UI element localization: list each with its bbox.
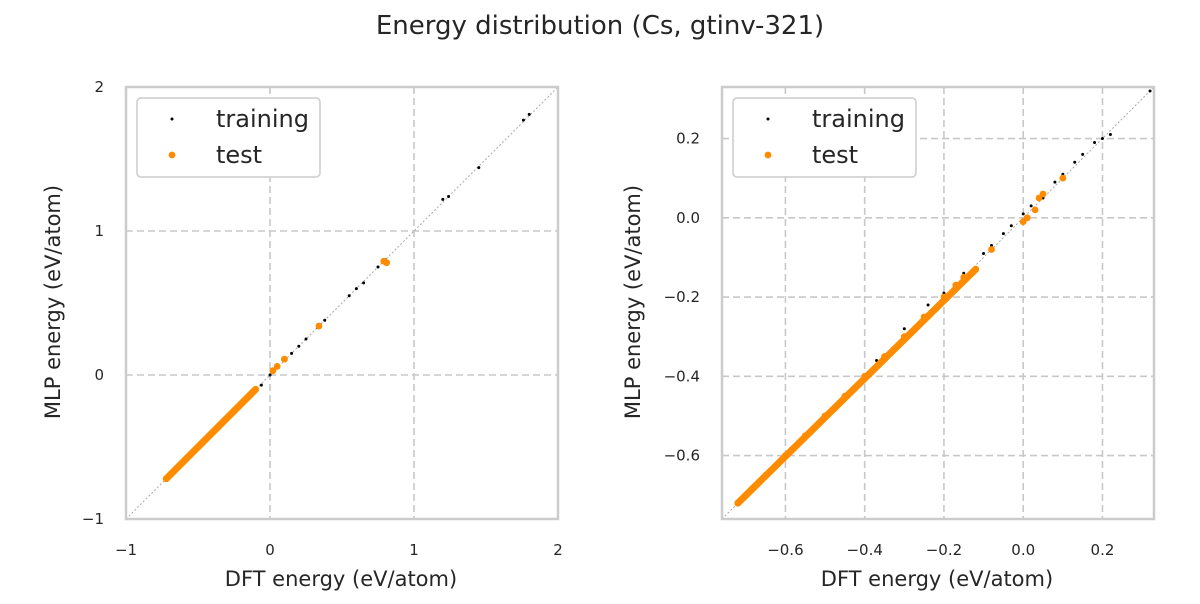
left-training-point <box>527 112 531 116</box>
right-training-point <box>1009 224 1013 228</box>
right-scatter-panel: DFT energy (eV/atom) MLP energy (eV/atom… <box>621 85 1156 591</box>
right-test-point <box>1039 190 1047 198</box>
right-test-point <box>988 246 995 253</box>
left-x-tick-label: 0 <box>265 541 275 559</box>
right-test-point <box>1023 214 1031 222</box>
right-legend: training test <box>732 97 917 178</box>
right-test-point <box>1059 174 1067 182</box>
left-test-point <box>273 362 281 370</box>
right-test-dense-band <box>734 265 980 507</box>
left-training-point <box>297 344 301 348</box>
right-x-axis-label: DFT energy (eV/atom) <box>821 567 1053 591</box>
right-axes-frame <box>720 85 1156 521</box>
right-x-tick-label: 0.0 <box>1011 541 1035 559</box>
right-training-point <box>1053 180 1057 184</box>
left-x-tick-label: 1 <box>409 541 419 559</box>
left-axes-frame <box>124 85 560 521</box>
left-training-point <box>304 337 308 341</box>
left-y-axis-label: MLP energy (eV/atom) <box>41 185 65 419</box>
right-y-tick-label: 0.0 <box>676 209 700 227</box>
left-legend-marker-test <box>168 151 176 159</box>
left-training-point <box>362 281 366 285</box>
right-legend-marker-test <box>764 151 772 159</box>
right-x-tick-label: −0.2 <box>926 541 962 559</box>
right-y-tick-label: −0.6 <box>664 447 700 465</box>
right-legend-label-test: test <box>812 141 858 169</box>
left-x-tick-label: 2 <box>553 541 563 559</box>
right-legend-label-training: training <box>812 105 905 133</box>
right-legend-marker-training <box>766 117 770 121</box>
figure-title: Energy distribution (Cs, gtinv-321) <box>376 11 824 41</box>
right-x-tick-label: −0.4 <box>846 541 882 559</box>
right-training-point <box>982 251 986 255</box>
right-training-point <box>1108 133 1112 137</box>
right-training-point <box>1021 212 1025 216</box>
left-legend-box <box>136 97 321 178</box>
right-y-tick-label: −0.2 <box>664 288 700 306</box>
right-training-point <box>926 303 930 307</box>
right-training-point <box>1148 89 1152 93</box>
left-training-point <box>447 194 451 198</box>
right-x-tick-label: 0.2 <box>1091 541 1115 559</box>
left-training-point <box>347 294 351 298</box>
left-test-dense-band <box>162 385 260 483</box>
right-test-point <box>1031 206 1039 214</box>
left-training-point <box>268 373 272 377</box>
left-legend-label-training: training <box>216 105 309 133</box>
left-test-point <box>383 259 391 267</box>
left-training-point <box>354 287 358 291</box>
left-training-point <box>441 197 445 201</box>
right-training-point <box>1100 137 1104 141</box>
right-training-point <box>1073 160 1077 164</box>
left-test-point <box>269 367 277 375</box>
right-y-axis-label: MLP energy (eV/atom) <box>621 185 645 419</box>
left-y-tick-label: 0 <box>94 366 104 384</box>
right-legend-box <box>732 97 917 178</box>
left-test-point <box>315 322 323 330</box>
left-y-tick-label: 2 <box>94 78 104 96</box>
left-legend: training test <box>136 97 321 178</box>
right-training-point <box>1081 152 1085 156</box>
left-x-tick-label: −1 <box>115 541 137 559</box>
left-test-point <box>281 355 288 363</box>
left-training-point <box>290 351 294 355</box>
right-training-point <box>902 327 906 331</box>
left-training-point <box>259 383 263 387</box>
left-legend-label-test: test <box>216 141 262 169</box>
left-training-point <box>323 318 327 322</box>
right-y-tick-label: −0.4 <box>664 367 700 385</box>
right-training-point <box>1029 204 1033 208</box>
left-y-tick-label: −1 <box>82 510 104 528</box>
right-y-tick-label: 0.2 <box>676 130 700 148</box>
right-training-point <box>1093 140 1097 144</box>
left-training-point <box>376 265 380 269</box>
left-scatter-panel: DFT energy (eV/atom) MLP energy (eV/atom… <box>41 78 563 591</box>
right-x-tick-label: −0.6 <box>767 541 803 559</box>
left-legend-marker-training <box>170 117 174 121</box>
left-y-tick-label: 1 <box>94 222 104 240</box>
right-training-point <box>1001 232 1005 236</box>
left-x-axis-label: DFT energy (eV/atom) <box>225 567 457 591</box>
left-training-point <box>521 118 525 122</box>
left-training-point <box>477 166 481 170</box>
